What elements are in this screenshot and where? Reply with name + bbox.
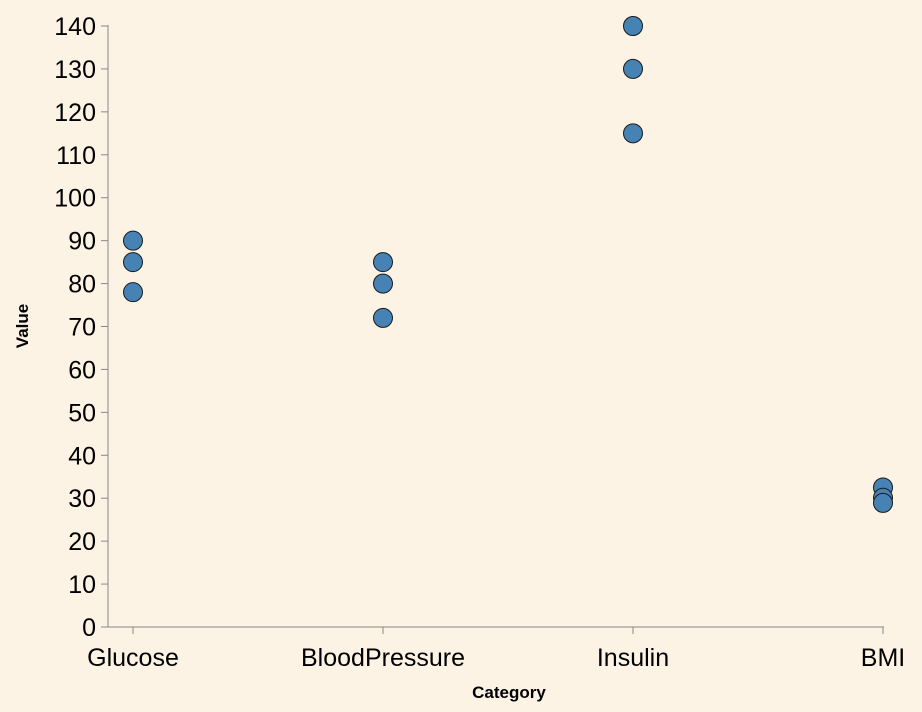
data-point xyxy=(373,252,393,273)
y-tick-label: 140 xyxy=(54,13,96,41)
data-point xyxy=(623,123,643,144)
y-tick-label: 60 xyxy=(68,356,96,384)
y-axis: 0 10 20 30 40 50 60 70 80 90 100 110 120 130 140 xyxy=(54,13,109,642)
data-point xyxy=(373,307,393,328)
x-axis: Glucose BloodPressure Insulin BMI xyxy=(87,626,905,672)
y-tick-label: 80 xyxy=(68,271,96,299)
x-tick-label: Insulin xyxy=(597,644,669,672)
x-tick-label: BMI xyxy=(861,644,905,672)
data-point xyxy=(873,492,893,513)
y-tick-label: 30 xyxy=(68,485,96,513)
y-tick-label: 20 xyxy=(68,528,96,556)
data-point xyxy=(123,252,143,273)
y-axis-title: Value xyxy=(13,304,32,348)
data-point xyxy=(373,273,393,294)
data-point xyxy=(623,16,643,36)
y-tick-label: 120 xyxy=(54,99,96,127)
y-tick-label: 0 xyxy=(82,614,96,642)
y-tick-label: 50 xyxy=(68,399,96,427)
data-point xyxy=(623,58,643,79)
y-tick-label: 100 xyxy=(54,185,96,213)
y-tick-label: 40 xyxy=(68,442,96,470)
x-tick-label: Glucose xyxy=(87,644,179,672)
x-tick-label: BloodPressure xyxy=(301,644,465,672)
y-tick-label: 110 xyxy=(56,142,96,170)
y-tick-label: 130 xyxy=(54,56,96,84)
data-point xyxy=(123,230,143,251)
data-points xyxy=(123,16,893,513)
data-point xyxy=(123,282,143,303)
y-tick-label: 90 xyxy=(68,228,96,256)
y-tick-label: 70 xyxy=(68,314,96,342)
x-axis-title: Category xyxy=(472,683,546,702)
y-tick-label: 10 xyxy=(68,571,96,599)
